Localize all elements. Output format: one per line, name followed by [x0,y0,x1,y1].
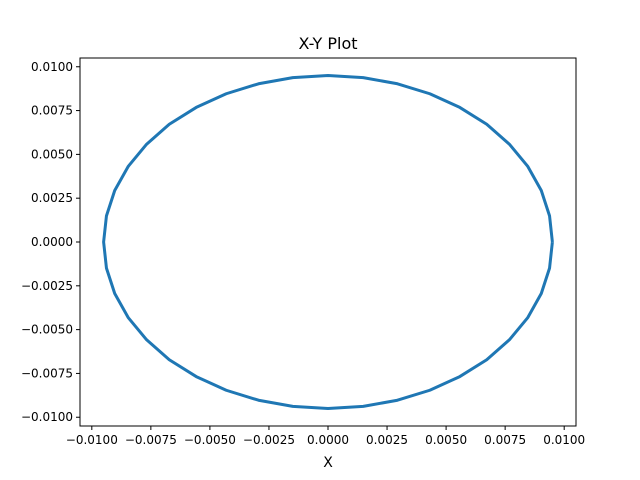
x-tick-label: 0.0025 [366,433,408,447]
x-tick-label: −0.0025 [243,433,295,447]
x-tick-label: −0.0100 [66,433,118,447]
x-tick-label: −0.0075 [125,433,177,447]
plot-area [102,74,554,410]
y-tick-label: 0.0025 [31,191,73,205]
x-tick-label: 0.0050 [425,433,467,447]
y-tick-label: −0.0050 [21,323,73,337]
y-tick-label: 0.0050 [31,147,73,161]
x-tick-label: 0.0075 [484,433,526,447]
y-tick-label: 0.0000 [31,235,73,249]
y-tick-label: −0.0100 [21,410,73,424]
x-axis-label: X [323,455,333,471]
chart-title: X-Y Plot [298,34,357,53]
x-tick-label: −0.0050 [184,433,236,447]
x-tick-label: 0.0100 [543,433,585,447]
y-tick-label: 0.0075 [31,104,73,118]
series-line-0 [102,74,554,410]
y-tick-label: −0.0025 [21,279,73,293]
y-tick-label: 0.0100 [31,60,73,74]
axes: −0.0100 −0.0075 −0.0050 −0.0025 0.0000 0.0025… [21,57,585,447]
x-tick-label: 0.0000 [307,433,349,447]
y-tick-label: −0.0075 [21,366,73,380]
